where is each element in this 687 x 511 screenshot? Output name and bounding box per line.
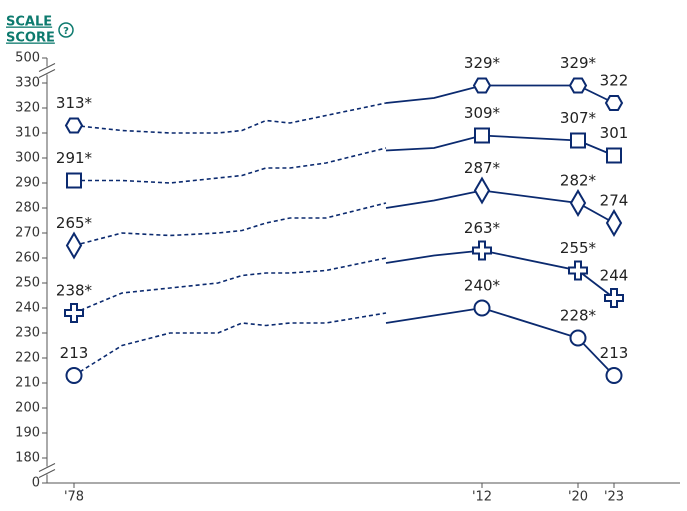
marker <box>474 127 490 144</box>
marker <box>604 288 624 308</box>
marker <box>605 209 623 237</box>
y-tick-label: 260 <box>15 251 40 266</box>
value-label: 213 <box>600 344 629 362</box>
axis-break <box>38 63 56 72</box>
marker <box>604 95 624 111</box>
value-label: 238* <box>56 282 93 300</box>
y-tick-label: 320 <box>15 101 40 116</box>
marker <box>64 117 84 134</box>
marker <box>472 77 492 94</box>
marker <box>472 240 492 261</box>
value-label: 291* <box>56 149 93 167</box>
value-label: 307* <box>560 109 597 127</box>
axis-break <box>38 469 56 478</box>
help-icon[interactable] <box>58 22 74 38</box>
value-label: 329* <box>560 54 597 72</box>
y-tick-label: 0 <box>32 476 40 491</box>
y-tick-label: 250 <box>15 276 40 291</box>
y-tick-label: 240 <box>15 301 40 316</box>
y-axis-label: SCALE <box>6 15 52 30</box>
marker <box>569 329 587 347</box>
axis-break <box>38 69 56 78</box>
marker <box>568 77 588 94</box>
value-label: 309* <box>464 104 501 122</box>
marker <box>606 147 622 164</box>
y-tick-label: 270 <box>15 226 40 241</box>
value-label: 287* <box>464 159 501 177</box>
y-tick-label: 200 <box>15 401 40 416</box>
help-icon-text[interactable]: ? <box>63 26 69 37</box>
y-tick-label: 500 <box>15 51 40 66</box>
value-label: 313* <box>56 94 93 112</box>
value-label: 244 <box>600 267 629 285</box>
marker <box>568 260 588 281</box>
marker <box>65 231 83 260</box>
value-label: 265* <box>56 214 93 232</box>
y-axis-label: SCORE <box>6 31 55 46</box>
value-label: 263* <box>464 219 501 237</box>
y-tick-label: 220 <box>15 351 40 366</box>
y-tick-label: 190 <box>15 426 40 441</box>
marker <box>65 367 83 384</box>
series-line <box>73 102 387 134</box>
series-line <box>73 202 387 247</box>
marker <box>569 189 587 217</box>
y-tick-label: 180 <box>15 451 40 466</box>
y-tick-label: 210 <box>15 376 40 391</box>
axis-break-gap <box>39 66 55 75</box>
x-tick-label: '12 <box>472 490 492 505</box>
value-label: 255* <box>560 239 597 257</box>
axis-break <box>38 463 56 472</box>
value-label: 282* <box>560 172 597 190</box>
marker <box>66 172 82 189</box>
value-label: 329* <box>464 54 501 72</box>
y-tick-label: 280 <box>15 201 40 216</box>
x-tick-label: '78 <box>64 490 84 505</box>
series-line <box>74 147 387 184</box>
value-label: 274 <box>600 192 629 210</box>
value-label: 228* <box>560 307 597 325</box>
marker <box>570 132 586 149</box>
y-tick-label: 230 <box>15 326 40 341</box>
y-tick-label: 310 <box>15 126 40 141</box>
series-line <box>73 257 387 314</box>
axis-break-gap <box>39 466 55 475</box>
value-label: 301 <box>600 124 629 142</box>
marker <box>64 303 84 323</box>
x-tick-label: '20 <box>568 490 588 505</box>
y-tick-label: 330 <box>15 76 40 91</box>
value-label: 322 <box>600 72 629 90</box>
value-label: 240* <box>464 277 501 295</box>
y-tick-label: 300 <box>15 151 40 166</box>
series-line <box>73 312 387 377</box>
marker <box>605 367 623 384</box>
marker <box>473 176 491 205</box>
value-label: 213 <box>60 344 89 362</box>
x-tick-label: '23 <box>604 490 624 505</box>
y-tick-label: 290 <box>15 176 40 191</box>
marker <box>473 299 491 317</box>
